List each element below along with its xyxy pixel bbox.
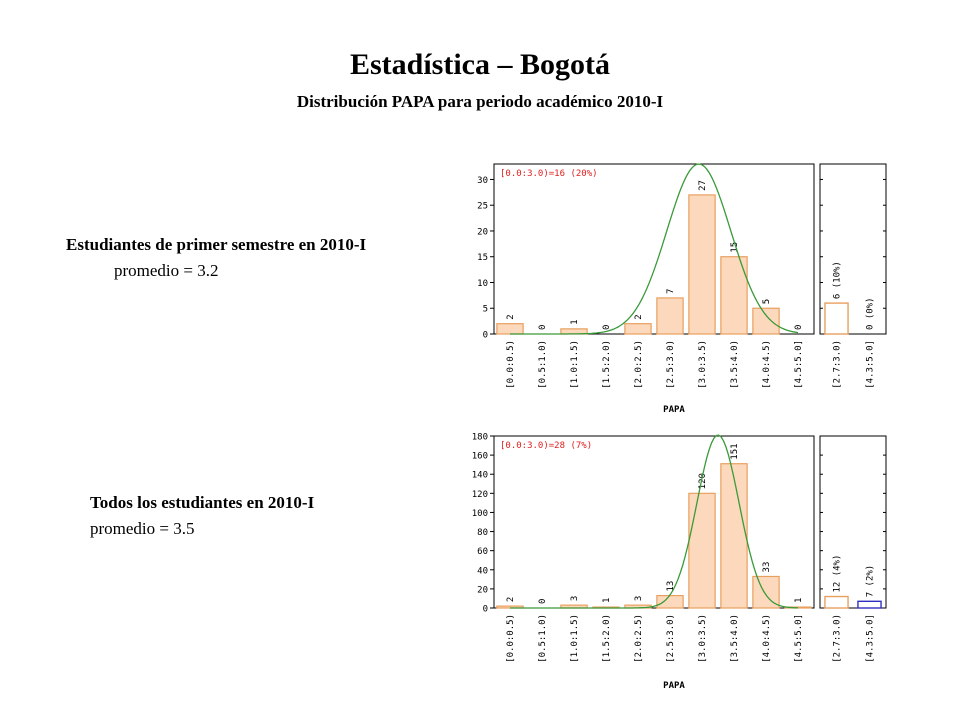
bar-value-label: 2 — [634, 314, 644, 319]
category-tick-label: [2.0:2.5) — [634, 340, 644, 389]
panel-2-label: Todos los estudiantes en 2010-I promedio… — [90, 490, 314, 542]
y-tick-label: 40 — [477, 566, 488, 576]
main-plot-frame — [493, 435, 815, 609]
bar-value-label: 151 — [730, 443, 740, 459]
fitted-normal-curve — [510, 163, 799, 335]
y-tick-label: 25 — [477, 202, 488, 212]
bar-value-label: 5 — [762, 299, 772, 304]
bar-value-label: 0 — [538, 599, 548, 604]
bar — [688, 194, 716, 335]
panel-2-heading: Todos los estudiantes en 2010-I — [90, 493, 315, 512]
bar-value-label: 0 — [794, 325, 804, 330]
side-bar-label: 6 (10%) — [833, 261, 843, 299]
bar — [752, 307, 780, 335]
category-tick-label: [2.5:3.0) — [666, 614, 676, 663]
page-title: Estadística – Bogotá — [349, 48, 610, 81]
range-annotation: [0.0:3.0)=28 (7%) — [500, 441, 592, 451]
bar-value-label: 0 — [602, 325, 612, 330]
bar-value-label: 15 — [730, 242, 740, 253]
y-tick-label: 20 — [477, 227, 488, 237]
category-tick-label: [2.5:3.0) — [666, 340, 676, 389]
y-tick-label: 100 — [472, 509, 488, 519]
side-bar — [857, 600, 882, 609]
bar — [688, 492, 716, 609]
category-tick-label: [4.5:5.0] — [794, 340, 804, 389]
bar — [624, 323, 652, 335]
bar — [496, 323, 524, 335]
bar-value-label: 3 — [634, 596, 644, 601]
panel-1-label: Estudiantes de primer semestre en 2010-I… — [66, 232, 366, 284]
x-axis-label: PAPA — [663, 681, 685, 691]
y-tick-label: 140 — [472, 471, 488, 481]
y-tick-label: 60 — [477, 547, 488, 557]
chart-all-students: 0 20 40 60 80 100 120 140 160 180 2 [0.0:0.5) 0 [0.5:… — [472, 433, 887, 691]
bar — [656, 594, 684, 609]
side-plot-frame — [819, 163, 887, 335]
side-category-label: [4.3:5.0] — [866, 614, 876, 663]
side-bar-label: 0 (0%) — [866, 297, 876, 330]
bar-value-label: 1 — [602, 598, 612, 603]
bar-value-label: 13 — [666, 581, 676, 592]
y-tick-label: 15 — [477, 253, 488, 263]
side-bar — [824, 595, 849, 609]
bar — [656, 297, 684, 335]
bar-value-label: 2 — [506, 597, 516, 602]
panel-1-heading: Estudiantes de primer semestre en 2010-I — [66, 235, 367, 254]
category-tick-label: [0.5:1.0) — [538, 614, 548, 663]
bar-value-label: 120 — [698, 473, 708, 489]
y-tick-label: 5 — [483, 305, 488, 315]
bar-value-label: 27 — [698, 180, 708, 191]
bar-value-label: 2 — [506, 314, 516, 319]
category-tick-label: [0.0:0.5) — [506, 614, 516, 663]
y-tick-label: 180 — [472, 433, 488, 443]
category-tick-label: [2.0:2.5) — [634, 614, 644, 663]
category-tick-label: [3.5:4.0) — [730, 614, 740, 663]
y-tick-label: 0 — [483, 331, 488, 341]
category-tick-label: [4.0:4.5) — [762, 340, 772, 389]
y-tick-label: 10 — [477, 279, 488, 289]
category-tick-label: [1.5:2.0) — [602, 614, 612, 663]
y-tick-label: 0 — [483, 605, 488, 615]
bar-value-label: 7 — [666, 289, 676, 294]
y-tick-label: 120 — [472, 490, 488, 500]
category-tick-label: [1.0:1.5) — [570, 340, 580, 389]
bar-value-label: 3 — [570, 596, 580, 601]
panel-2-stat: promedio = 3.5 — [90, 519, 195, 538]
panel-1-stat: promedio = 3.2 — [114, 261, 219, 280]
y-tick-label: 30 — [477, 176, 488, 186]
chart-first-semester: 0510152025302[0.0:0.5)0[0.5:1.0)1[1.0:1.… — [477, 163, 887, 415]
category-tick-label: [3.0:3.5) — [698, 614, 708, 663]
category-tick-label: [1.0:1.5) — [570, 614, 580, 663]
y-tick-label: 20 — [477, 585, 488, 595]
side-bar-label: 12 (4%) — [833, 555, 843, 593]
bar-value-label: 1 — [794, 598, 804, 603]
y-tick-label: 80 — [477, 528, 488, 538]
category-tick-label: [4.0:4.5) — [762, 614, 772, 663]
main-plot-frame — [493, 163, 815, 335]
side-category-label: [2.7:3.0) — [833, 614, 843, 663]
category-tick-label: [4.5:5.0] — [794, 614, 804, 663]
page-subtitle: Distribución PAPA para periodo académico… — [296, 92, 664, 111]
range-annotation: [0.0:3.0)=16 (20%) — [500, 169, 598, 179]
bar-value-label: 33 — [762, 562, 772, 573]
side-plot-frame — [819, 435, 887, 609]
category-tick-label: [0.5:1.0) — [538, 340, 548, 389]
category-tick-label: [3.5:4.0) — [730, 340, 740, 389]
category-tick-label: [3.0:3.5) — [698, 340, 708, 389]
bar — [720, 463, 748, 609]
side-bar-label: 7 (2%) — [866, 565, 876, 598]
side-bar — [824, 302, 849, 335]
side-category-label: [2.7:3.0) — [833, 340, 843, 389]
x-axis-label: PAPA — [663, 405, 685, 415]
fitted-normal-curve — [510, 434, 799, 609]
bar-value-label: 0 — [538, 325, 548, 330]
category-tick-label: [1.5:2.0) — [602, 340, 612, 389]
bar-value-label: 1 — [570, 319, 580, 324]
side-category-label: [4.3:5.0] — [866, 340, 876, 389]
category-tick-label: [0.0:0.5) — [506, 340, 516, 389]
y-tick-label: 160 — [472, 452, 488, 462]
